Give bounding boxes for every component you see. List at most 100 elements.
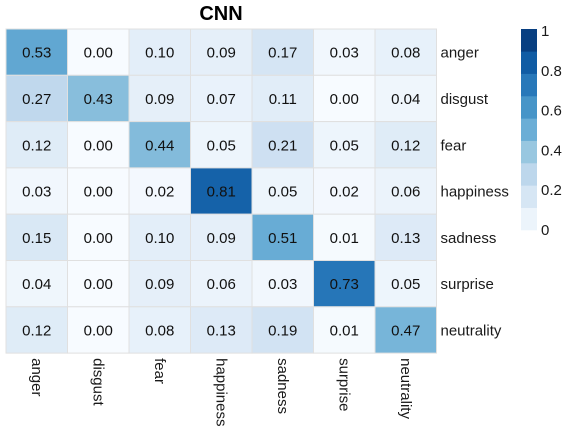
heatmap-cell-fear-fear <box>128 121 191 169</box>
row-tick-labels: anger disgust fear happiness sadness surprise… <box>441 45 509 340</box>
cell-value-label: 0.00 <box>84 184 113 201</box>
heatmap-cell-neutrality-sadness <box>251 306 314 354</box>
colorbar-tick-label: 0 <box>541 222 549 239</box>
cell-value-label: 0.10 <box>145 230 174 247</box>
colorbar-step <box>521 140 537 164</box>
heatmap-cell-anger-fear <box>128 28 191 76</box>
colorbar-tick-label: 0.6 <box>541 103 562 120</box>
cell-value-label: 0.12 <box>22 137 51 154</box>
cell-value-label: 0.09 <box>207 230 236 247</box>
column-label-disgust: disgust <box>89 358 106 406</box>
cell-value-label: 0.03 <box>22 184 51 201</box>
heatmap-cell-fear-surprise <box>313 121 376 169</box>
row-label-happiness: happiness <box>441 184 509 201</box>
cell-value-label: 0.15 <box>22 230 51 247</box>
cell-value-label: 0.51 <box>268 230 297 247</box>
column-label-happiness: happiness <box>212 358 229 426</box>
heatmap-cell-disgust-anger <box>5 74 68 123</box>
colorbar-step <box>521 185 537 208</box>
row-label-disgust: disgust <box>441 91 489 108</box>
colorbar-step <box>521 163 537 186</box>
colorbar-step <box>521 207 537 231</box>
cell-value-label: 0.10 <box>145 45 174 62</box>
column-tick-labels: anger disgust fear happiness sadness surprise… <box>28 358 414 426</box>
cell-value-label: 0.01 <box>330 322 359 339</box>
heatmap-cell-neutrality-anger <box>5 306 68 354</box>
cell-value-label: 0.04 <box>391 91 420 108</box>
cell-value-label: 0.08 <box>145 322 174 339</box>
heatmap-cell-neutrality-surprise <box>313 306 376 354</box>
cell-value-label: 0.13 <box>207 322 236 339</box>
cell-value-label: 0.27 <box>22 91 51 108</box>
heatmap-cell-happiness-neutrality <box>374 167 437 215</box>
row-label-sadness: sadness <box>441 230 497 247</box>
column-label-fear: fear <box>151 358 168 384</box>
heatmap-cell-anger-surprise <box>313 28 376 76</box>
cell-value-label: 0.00 <box>84 45 113 62</box>
cell-value-label: 0.44 <box>145 137 174 154</box>
colorbar-tick-label: 0.4 <box>541 142 562 159</box>
colorbar <box>521 29 537 231</box>
colorbar-step <box>521 96 537 119</box>
heatmap-cell-surprise-disgust <box>67 260 130 308</box>
cell-value-label: 0.03 <box>268 276 297 293</box>
row-label-anger: anger <box>441 45 479 62</box>
cell-value-label: 0.00 <box>84 230 113 247</box>
row-label-fear: fear <box>441 137 467 154</box>
heatmap-cell-neutrality-fear <box>128 306 191 354</box>
column-label-anger: anger <box>28 358 45 396</box>
colorbar-tick-label: 1 <box>541 23 549 40</box>
chart-title: CNN <box>199 3 242 25</box>
column-label-sadness: sadness <box>274 358 291 414</box>
cell-value-label: 0.01 <box>330 230 359 247</box>
cell-value-label: 0.81 <box>207 184 236 201</box>
cell-value-label: 0.43 <box>84 91 113 108</box>
heatmap-cell-happiness-disgust <box>67 167 130 215</box>
cell-value-label: 0.09 <box>145 276 174 293</box>
heatmap-cell-fear-neutrality <box>374 121 437 169</box>
heatmap-cell-fear-sadness <box>251 121 314 169</box>
heatmap-cell-sadness-fear <box>128 213 191 261</box>
cell-value-label: 0.05 <box>391 276 420 293</box>
heatmap-cell-neutrality-happiness <box>190 306 253 354</box>
heatmap-cell-surprise-happiness <box>190 260 253 308</box>
cell-value-label: 0.17 <box>268 45 297 62</box>
heatmap-cell-happiness-surprise <box>313 167 376 215</box>
cell-value-label: 0.73 <box>330 276 359 293</box>
colorbar-tick-label: 0.8 <box>541 63 562 80</box>
cell-value-label: 0.00 <box>84 137 113 154</box>
cell-value-label: 0.09 <box>207 45 236 62</box>
cell-value-label: 0.06 <box>391 184 420 201</box>
heatmap-cell-fear-disgust <box>67 121 130 169</box>
cell-value-label: 0.02 <box>145 184 174 201</box>
heatmap-cell-anger-anger <box>5 28 68 76</box>
heatmap-cell-disgust-sadness <box>251 74 314 123</box>
cell-value-label: 0.02 <box>330 184 359 201</box>
column-label-neutrality: neutrality <box>397 358 414 419</box>
cell-value-label: 0.21 <box>268 137 297 154</box>
heatmap-cell-anger-disgust <box>67 28 130 76</box>
cell-value-label: 0.00 <box>84 322 113 339</box>
cell-value-label: 0.07 <box>207 91 236 108</box>
cell-value-label: 0.47 <box>391 322 420 339</box>
cell-value-label: 0.00 <box>84 276 113 293</box>
heatmap-cell-happiness-anger <box>5 167 68 215</box>
heatmap-cell-surprise-anger <box>5 260 68 308</box>
colorbar-step <box>521 118 537 141</box>
colorbar-tick-labels: 0 0.2 0.4 0.6 0.8 1 <box>541 23 562 239</box>
heatmap-cell-disgust-neutrality <box>374 74 437 123</box>
cell-value-label: 0.06 <box>207 276 236 293</box>
cell-value-label: 0.11 <box>269 91 297 108</box>
cell-value-label: 0.05 <box>268 184 297 201</box>
heatmap-cell-labels: 0.53 0.00 0.10 0.09 0.17 0.03 0.08 0.27 0.43 0.09… <box>22 45 420 340</box>
row-label-neutrality: neutrality <box>441 322 502 339</box>
heatmap-cell-surprise-sadness <box>251 260 314 308</box>
heatmap-cell-disgust-fear <box>128 74 191 123</box>
column-label-surprise: surprise <box>335 358 352 411</box>
cell-value-label: 0.04 <box>22 276 51 293</box>
row-label-surprise: surprise <box>441 276 494 293</box>
heatmap-cell-neutrality-neutrality <box>374 306 437 354</box>
cell-value-label: 0.05 <box>330 137 359 154</box>
cell-value-label: 0.12 <box>22 322 51 339</box>
